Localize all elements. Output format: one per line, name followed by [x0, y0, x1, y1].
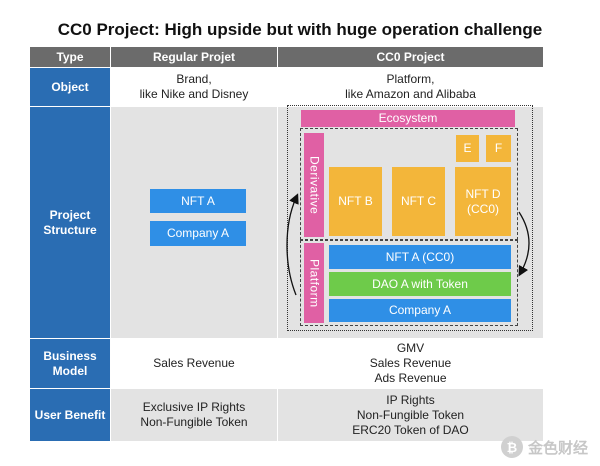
- benefit-cc0: IP Rights Non-Fungible Token ERC20 Token…: [278, 389, 543, 441]
- diagram-title: CC0 Project: High upside but with huge o…: [57, 20, 543, 39]
- business-regular: Sales Revenue: [111, 339, 277, 388]
- derivative-bar: Derivative: [304, 133, 324, 237]
- ecosystem-bar: Ecosystem: [301, 110, 515, 127]
- watermark: ₿ 金色财经: [500, 436, 588, 458]
- regular-company-a-block: Company A: [150, 221, 246, 246]
- row-head-structure: Project Structure: [30, 107, 110, 338]
- nft-c-block: NFT C: [392, 167, 445, 236]
- nft-a-cc0-block: NFT A (CC0): [329, 245, 511, 269]
- header-cc0: CC0 Project: [278, 47, 543, 67]
- derivative-frame: [300, 128, 518, 240]
- object-cc0: Platform, like Amazon and Alibaba: [278, 68, 543, 106]
- row-head-benefit: User Benefit: [30, 389, 110, 441]
- platform-bar: Platform: [304, 243, 324, 323]
- row-head-business: Business Model: [30, 339, 110, 388]
- object-regular: Brand, like Nike and Disney: [111, 68, 277, 106]
- row-head-object: Object: [30, 68, 110, 106]
- platform-frame: [300, 240, 518, 326]
- company-a-cc0-block: Company A: [329, 299, 511, 322]
- header-type: Type: [30, 47, 110, 67]
- bitcoin-coin-icon: ₿: [500, 436, 523, 458]
- watermark-text: 金色财经: [527, 439, 588, 457]
- regular-nft-a-block: NFT A: [150, 189, 246, 213]
- f-block: F: [486, 135, 511, 162]
- e-block: E: [456, 135, 479, 162]
- business-cc0: GMV Sales Revenue Ads Revenue: [278, 339, 543, 388]
- benefit-regular: Exclusive IP Rights Non-Fungible Token: [111, 389, 277, 441]
- nft-b-block: NFT B: [329, 167, 382, 236]
- dao-a-block: DAO A with Token: [329, 272, 511, 296]
- header-regular: Regular Projet: [111, 47, 277, 67]
- nft-d-block: NFT D (CC0): [455, 167, 511, 236]
